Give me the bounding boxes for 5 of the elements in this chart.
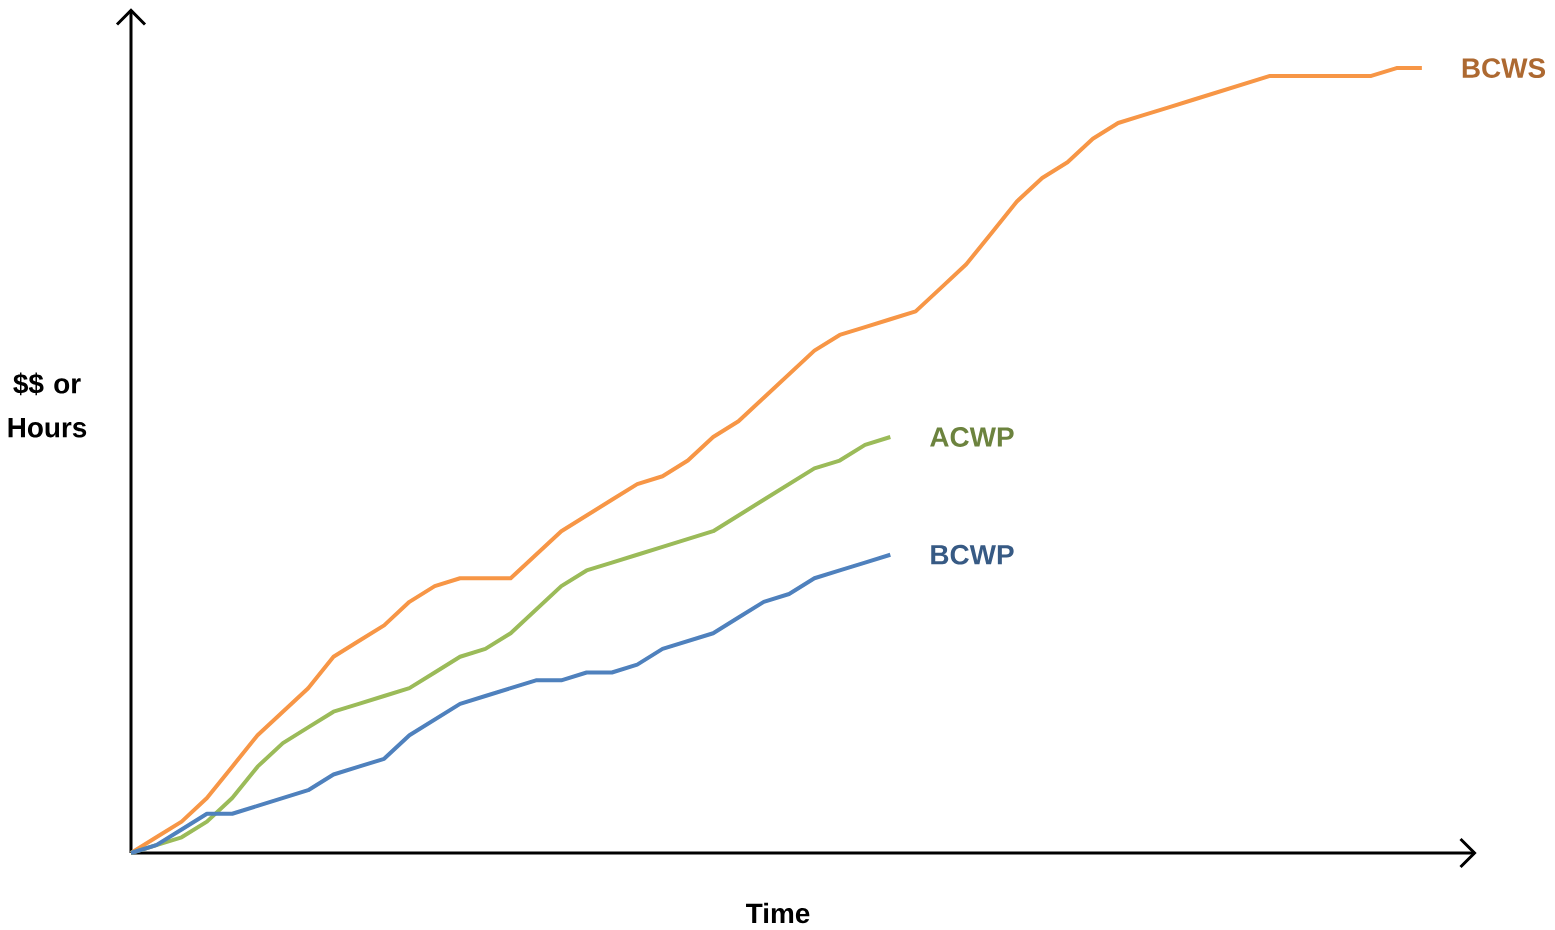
series-label: ACWP — [930, 427, 1014, 447]
series-label: BCWP — [931, 544, 1014, 565]
y-axis-title: $$ or Hours — [8, 372, 87, 438]
x-axis-title: Time — [746, 902, 810, 924]
series-label: BCWS — [1462, 58, 1546, 78]
